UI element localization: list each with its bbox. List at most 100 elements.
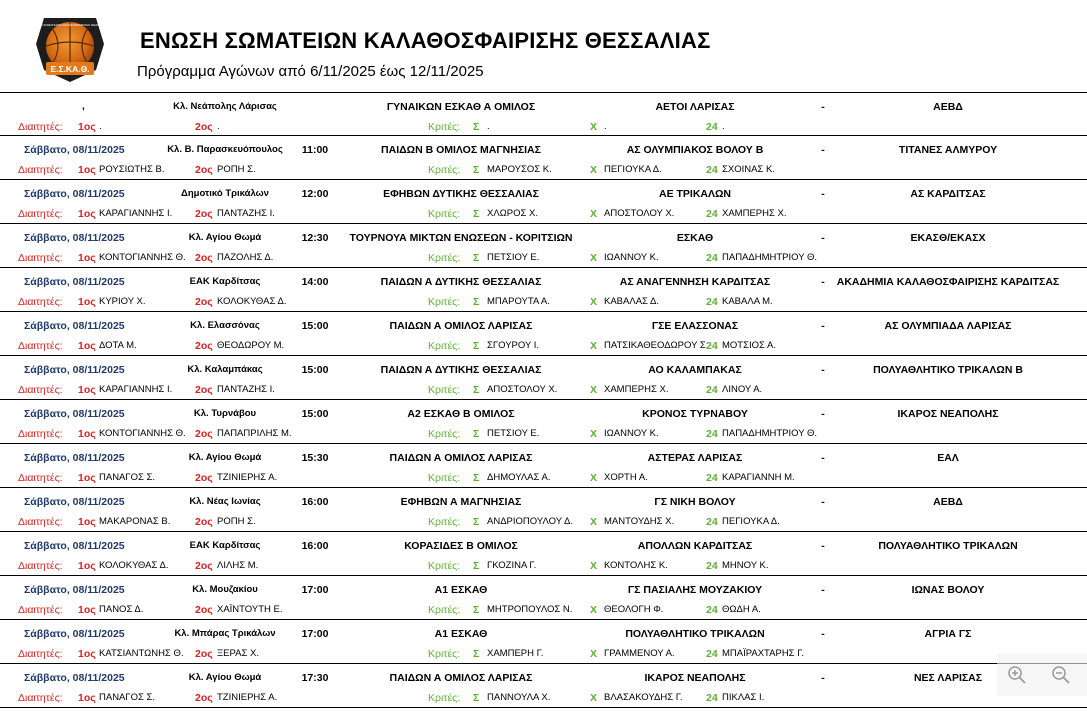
judge-24-label: 24 (706, 428, 718, 440)
referee-1-name: . (99, 121, 102, 132)
judge-1-name: ΠΕΤΣΙΟΥ Ε. (487, 252, 540, 263)
away-team: ΙΚΑΡΟΣ ΝΕΑΠΟΛΗΣ (897, 408, 999, 420)
match-time: 17:00 (301, 584, 329, 596)
eskath-logo: Ε.Σ.ΚΑ.Θ. ΕΝΩΣΗ ΣΩΜΑΤΕΙΩΝ ΚΑΛΑΘΟΣΦΑΙΡΙΣΗ… (32, 18, 108, 82)
match-info-line: Σάββατο, 08/11/2025 Κλ. Μουζακίου 17:00 Α1 … (0, 580, 1087, 600)
officials-line: Διαιτητές: 1ος ΡΟΥΣΙΩΤΗΣ Β. 2ος ΡΟΠΗ Σ. Κριτέ… (0, 160, 1087, 180)
referee-1-label: 1ος (78, 252, 96, 264)
judge-3-name: ΚΑΡΑΓΙΑΝΝΗ Μ. (722, 472, 795, 483)
judges-label: Κριτές: (428, 121, 461, 133)
judge-1-name: . (487, 121, 490, 132)
judge-3-name: ΘΩΔΗ Α. (722, 604, 761, 615)
judge-2-name: ΓΡΑΜΜΕΝΟΥ Α. (604, 648, 675, 659)
versus-dash: - (821, 101, 825, 113)
versus-dash: - (821, 496, 825, 508)
referee-2-name: ΠΑΖΟΛΗΣ Δ. (217, 252, 274, 263)
match-date: Σάββατο, 08/11/2025 (24, 584, 125, 596)
referees-label: Διαιτητές: (18, 472, 63, 484)
match-time: 17:30 (301, 672, 329, 684)
home-team: ΑΣ ΑΝΑΓΕΝΝΗΣΗ ΚΑΡΔΙΤΣΑΣ (619, 276, 771, 288)
judge-2-name: ΜΑΝΤΟΥΔΗΣ Χ. (604, 516, 675, 527)
judge-x-label: Χ (590, 472, 598, 484)
judge-s-label: Σ (473, 384, 480, 396)
judge-x-label: Χ (590, 604, 598, 616)
home-team: ΙΚΑΡΟΣ ΝΕΑΠΟΛΗΣ (644, 672, 746, 684)
match-time: 16:00 (301, 496, 329, 508)
away-team: ΝΕΣ ΛΑΡΙΣΑΣ (913, 672, 983, 684)
referee-2-label: 2ος (195, 472, 213, 484)
officials-line: Διαιτητές: 1ος ΚΑΡΑΓΙΑΝΝΗΣ Ι. 2ος ΠΑΝΤΑΖΗΣ Ι… (0, 380, 1087, 400)
referee-1-name: ΚΟΝΤΟΓΙΑΝΝΗΣ Θ. (99, 252, 186, 263)
match-schedule-table: , Κλ. Νεάπολης Λάρισας ΓΥΝΑΙΚΩΝ ΕΣΚΑΘ Α ΟΜ… (0, 92, 1087, 708)
judges-label: Κριτές: (428, 252, 461, 264)
match-info-line: Σάββατο, 08/11/2025 Κλ. Ελασσόνας 15:00 ΠΑΙ… (0, 316, 1087, 336)
zoom-out-icon[interactable] (1049, 663, 1073, 687)
judge-2-name: ΧΑΜΠΕΡΗΣ Χ. (604, 384, 669, 395)
logo-text-bottom: Ε.Σ.ΚΑ.Θ. (50, 64, 89, 74)
referees-label: Διαιτητές: (18, 604, 63, 616)
referee-2-name: ΤΖΙΝΙΕΡΗΣ Α. (217, 472, 278, 483)
match-row: Σάββατο, 08/11/2025 Κλ. Μουζακίου 17:00 Α1 … (0, 576, 1087, 620)
home-team: ΓΣ ΠΑΣΙΑΛΗΣ ΜΟΥΖΑΚΙΟΥ (627, 584, 763, 596)
document-header: Ε.Σ.ΚΑ.Θ. ΕΝΩΣΗ ΣΩΜΑΤΕΙΩΝ ΚΑΛΑΘΟΣΦΑΙΡΙΣΗ… (0, 0, 1087, 92)
judge-1-name: ΧΑΜΠΕΡΗ Γ. (487, 648, 544, 659)
match-time: 15:30 (301, 452, 329, 464)
referee-2-label: 2ος (195, 340, 213, 352)
match-date: Σάββατο, 08/11/2025 (24, 496, 125, 508)
judges-label: Κριτές: (428, 560, 461, 572)
judge-x-label: Χ (590, 252, 598, 264)
judge-s-label: Σ (473, 121, 480, 133)
match-time: 12:30 (301, 232, 329, 244)
match-row: Σάββατο, 08/11/2025 Κλ. Αγίου Θωμά 17:30 ΠΑ… (0, 664, 1087, 708)
away-team: ΑΣ ΟΛΥΜΠΙΑΔΑ ΛΑΡΙΣΑΣ (884, 320, 1012, 332)
referee-1-name: ΜΑΚΑΡΟΝΑΣ Β. (99, 516, 171, 527)
away-team: ΑΓΡΙΑ ΓΣ (924, 628, 972, 640)
judges-label: Κριτές: (428, 692, 461, 704)
officials-line: Διαιτητές: 1ος. 2ος. Κριτές: Σ. Χ. 24. (0, 117, 1087, 137)
away-team: ΙΩΝΑΣ ΒΟΛΟΥ (911, 584, 985, 596)
match-category: ΠΑΙΔΩΝ Α ΔΥΤΙΚΗΣ ΘΕΣΣΑΛΙΑΣ (380, 364, 542, 376)
referees-label: Διαιτητές: (18, 208, 63, 220)
officials-line: Διαιτητές: 1ος ΔΟΤΑ Μ. 2ος ΘΕΟΔΩΡΟΥ Μ. Κριτές… (0, 336, 1087, 356)
zoom-in-icon[interactable] (1005, 663, 1029, 687)
referee-1-label: 1ος (78, 604, 96, 616)
officials-line: Διαιτητές: 1ος ΠΑΝΑΓΟΣ Σ. 2ος ΤΖΙΝΙΕΡΗΣ Α. Κρ… (0, 688, 1087, 708)
judge-s-label: Σ (473, 296, 480, 308)
match-category: ΓΥΝΑΙΚΩΝ ΕΣΚΑΘ Α ΟΜΙΛΟΣ (386, 101, 536, 113)
referee-1-name: ΠΑΝΑΓΟΣ Σ. (99, 472, 156, 483)
away-team: ΑΣ ΚΑΡΔΙΤΣΑΣ (910, 188, 986, 200)
referee-2-label: 2ος (195, 296, 213, 308)
judge-3-name: ΠΙΚΛΑΣ Ι. (722, 692, 765, 703)
match-court: Κλ. Νεάπολης Λάρισας (173, 101, 277, 112)
match-court: Κλ. Αγίου Θωμά (188, 452, 262, 463)
judge-x-label: Χ (590, 296, 598, 308)
away-team: ΑΚΑΔΗΜΙΑ ΚΑΛΑΘΟΣΦΑΙΡΙΣΗΣ ΚΑΡΔΙΤΣΑΣ (836, 276, 1060, 288)
judge-3-name: ΛΙΝΟΥ Α. (722, 384, 763, 395)
judges-label: Κριτές: (428, 648, 461, 660)
judge-1-name: ΓΚΟΖΙΝΑ Γ. (487, 560, 537, 571)
match-row: Σάββατο, 08/11/2025 ΕΑΚ Καρδίτσας 16:00 ΚΟΡ… (0, 532, 1087, 576)
judge-3-name: ΜΠΑΪΡΑΧΤΑΡΗΣ Γ. (722, 648, 805, 659)
match-info-line: Σάββατο, 08/11/2025 Κλ. Νέας Ιωνίας 16:00 Ε… (0, 492, 1087, 512)
referee-1-label: 1ος (78, 692, 96, 704)
referee-2-label: 2ος (195, 164, 213, 176)
referees-label: Διαιτητές: (18, 252, 63, 264)
match-category: ΠΑΙΔΩΝ Α ΔΥΤΙΚΗΣ ΘΕΣΣΑΛΙΑΣ (380, 276, 542, 288)
match-row: Σάββατο, 08/11/2025 Κλ. Β. Παρασκευόπουλο… (0, 136, 1087, 180)
judge-24-label: 24 (706, 340, 718, 352)
versus-dash: - (821, 144, 825, 156)
match-category: ΠΑΙΔΩΝ Α ΟΜΙΛΟΣ ΛΑΡΙΣΑΣ (389, 452, 533, 464)
judges-label: Κριτές: (428, 340, 461, 352)
judge-s-label: Σ (473, 560, 480, 572)
officials-line: Διαιτητές: 1ος ΚΟΝΤΟΓΙΑΝΝΗΣ Θ. 2ος ΠΑΖΟΛΗΣ Δ… (0, 248, 1087, 268)
away-team: ΠΟΛΥΑΘΛΗΤΙΚΟ ΤΡΙΚΑΛΩΝ (878, 540, 1018, 552)
versus-dash: - (821, 364, 825, 376)
home-team: ΚΡΟΝΟΣ ΤΥΡΝΑΒΟΥ (642, 408, 748, 420)
match-court: Κλ. Νέας Ιωνίας (189, 496, 261, 507)
referee-2-name: ΤΖΙΝΙΕΡΗΣ Α. (217, 692, 278, 703)
match-row: Σάββατο, 08/11/2025 Δημοτικό Τρικάλων 12:0… (0, 180, 1087, 224)
versus-dash: - (821, 584, 825, 596)
match-category: Α1 ΕΣΚΑΘ (434, 628, 488, 640)
referees-label: Διαιτητές: (18, 692, 63, 704)
away-team: ΤΙΤΑΝΕΣ ΑΛΜΥΡΟΥ (898, 144, 998, 156)
